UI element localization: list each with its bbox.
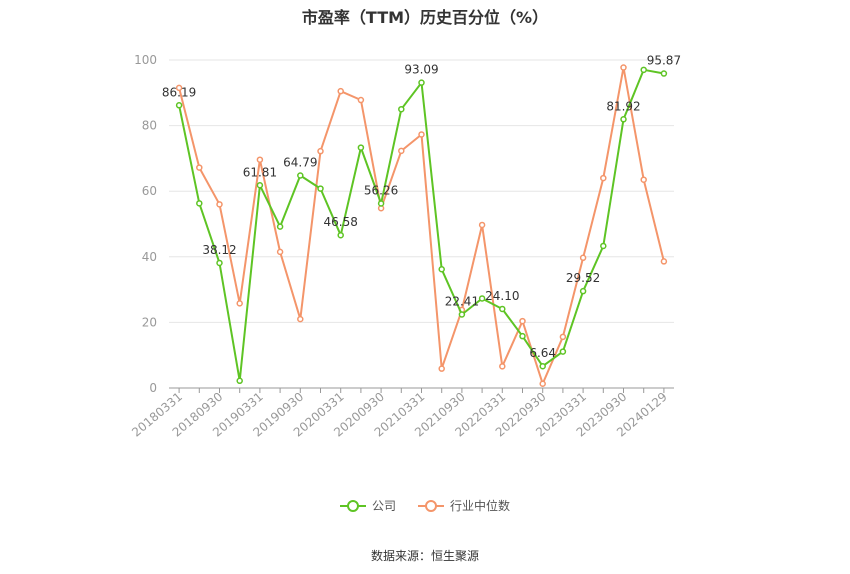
data-label: 24.10 <box>485 289 519 303</box>
data-point <box>499 363 506 370</box>
legend-label-company: 公司 <box>371 499 396 513</box>
data-label: 56.26 <box>364 183 398 197</box>
data-label: 6.64 <box>529 346 556 360</box>
legend-line-circle-icon <box>418 499 444 513</box>
data-point <box>579 287 587 295</box>
data-point <box>377 200 385 207</box>
chart-legend: 公司 行业中位数 <box>0 497 850 514</box>
data-point <box>297 172 304 179</box>
data-point <box>398 147 405 155</box>
legend-item-industry-median[interactable]: 行业中位数 <box>418 497 510 514</box>
data-point <box>216 259 223 267</box>
data-label: 61.81 <box>243 165 277 179</box>
data-point <box>499 305 506 313</box>
data-point <box>620 64 627 71</box>
data-point <box>256 182 264 189</box>
data-label: 46.58 <box>324 215 358 229</box>
data-point <box>539 362 546 370</box>
data-point <box>640 66 647 74</box>
data-point <box>276 248 284 256</box>
data-point <box>478 295 486 302</box>
data-point <box>196 164 203 171</box>
data-point <box>418 131 425 138</box>
data-point <box>236 300 243 307</box>
data-point <box>600 242 607 250</box>
chart-plot: 0204060801002018033120180930201903312019… <box>129 53 681 440</box>
data-point <box>357 144 365 151</box>
data-label: 38.12 <box>202 243 236 257</box>
y-tick-label: 60 <box>142 184 157 198</box>
data-label: 86.19 <box>162 85 196 99</box>
data-point <box>660 258 668 265</box>
data-point <box>579 254 587 262</box>
data-point <box>600 174 607 182</box>
data-label: 81.92 <box>606 99 640 113</box>
data-point <box>276 223 284 230</box>
data-point <box>640 176 647 183</box>
data-point <box>458 311 466 318</box>
y-tick-label: 80 <box>142 119 157 133</box>
data-point <box>478 221 486 229</box>
y-tick-label: 100 <box>134 53 157 67</box>
legend-line-circle-icon <box>339 499 366 513</box>
data-label: 64.79 <box>283 155 317 169</box>
data-point <box>519 332 526 340</box>
data-point <box>438 266 445 273</box>
data-point <box>620 116 627 123</box>
data-point <box>559 348 567 355</box>
legend-label-industry-median: 行业中位数 <box>450 499 511 513</box>
data-point <box>317 185 324 192</box>
legend-item-company[interactable]: 公司 <box>339 497 396 514</box>
data-label: 29.52 <box>566 271 600 285</box>
series-line-1 <box>178 66 665 385</box>
data-point <box>236 377 243 385</box>
data-point <box>398 105 405 113</box>
data-source: 数据来源：恒生聚源 <box>370 549 479 563</box>
data-point <box>660 70 668 77</box>
data-point <box>337 87 344 95</box>
data-point <box>216 201 223 208</box>
data-point <box>519 317 526 325</box>
data-point <box>317 147 324 155</box>
data-point <box>559 333 567 341</box>
chart-title: 市盈率（TTM）历史百分位（%） <box>301 8 549 27</box>
data-label: 93.09 <box>404 63 438 77</box>
data-point <box>539 380 546 387</box>
data-point <box>337 231 344 239</box>
data-point <box>357 96 365 104</box>
data-point <box>175 84 183 92</box>
y-tick-label: 40 <box>142 250 157 264</box>
y-tick-label: 0 <box>149 381 157 395</box>
data-point <box>297 315 304 323</box>
data-point <box>196 200 203 207</box>
data-point <box>175 102 183 109</box>
y-tick-label: 20 <box>142 315 157 329</box>
data-point <box>438 365 445 372</box>
data-label: 95.87 <box>647 54 681 68</box>
data-label: 22.41 <box>445 294 479 308</box>
data-point <box>418 79 425 86</box>
data-point <box>256 156 264 163</box>
